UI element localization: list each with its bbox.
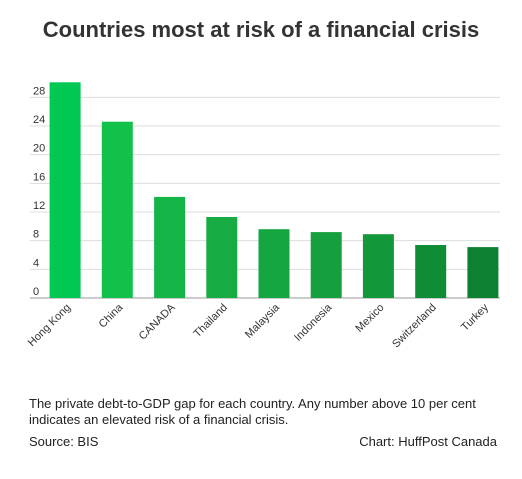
x-category-label: Turkey (459, 301, 491, 333)
y-axis-tick-labels: 0 4 8 12 16 20 24 28 (33, 85, 45, 298)
chart-title: Countries most at risk of a financial cr… (42, 17, 480, 42)
y-tick-label: 12 (33, 200, 45, 212)
x-axis-category-labels: Hong Kong China CANADA Thailand Malaysia Indo… (26, 301, 492, 350)
chart-caption: The private debt-to-GDP gap for each cou… (29, 396, 476, 427)
bar (49, 82, 81, 298)
y-tick-label: 24 (33, 114, 45, 126)
y-tick-label: 28 (33, 85, 45, 97)
y-tick-label: 4 (33, 257, 39, 269)
bar (310, 232, 342, 298)
chart-source: Source: BIS (29, 434, 99, 449)
x-category-label: Indonesia (292, 301, 335, 344)
y-tick-label: 0 (33, 286, 39, 298)
y-tick-label: 20 (33, 143, 45, 155)
x-category-label: China (97, 301, 126, 330)
x-category-label: Thailand (192, 302, 230, 340)
chart-credit: Chart: HuffPost Canada (359, 434, 497, 449)
bars (49, 82, 499, 298)
x-category-label: Mexico (353, 302, 386, 335)
bar-chart: 0 4 8 12 16 20 24 28 Hong Kong China CANADA Thaila… (26, 82, 500, 350)
bar (362, 234, 394, 298)
bar (415, 245, 447, 298)
x-category-label: Switzerland (390, 302, 439, 351)
bar (101, 121, 133, 298)
bar (467, 247, 499, 298)
bar (206, 217, 238, 298)
bar (258, 229, 290, 298)
y-tick-label: 8 (33, 229, 39, 241)
y-tick-label: 16 (33, 171, 45, 183)
x-category-label: Malaysia (243, 301, 283, 341)
bar (154, 196, 186, 298)
x-category-label: CANADA (137, 301, 178, 342)
x-category-label: Hong Kong (26, 302, 73, 349)
